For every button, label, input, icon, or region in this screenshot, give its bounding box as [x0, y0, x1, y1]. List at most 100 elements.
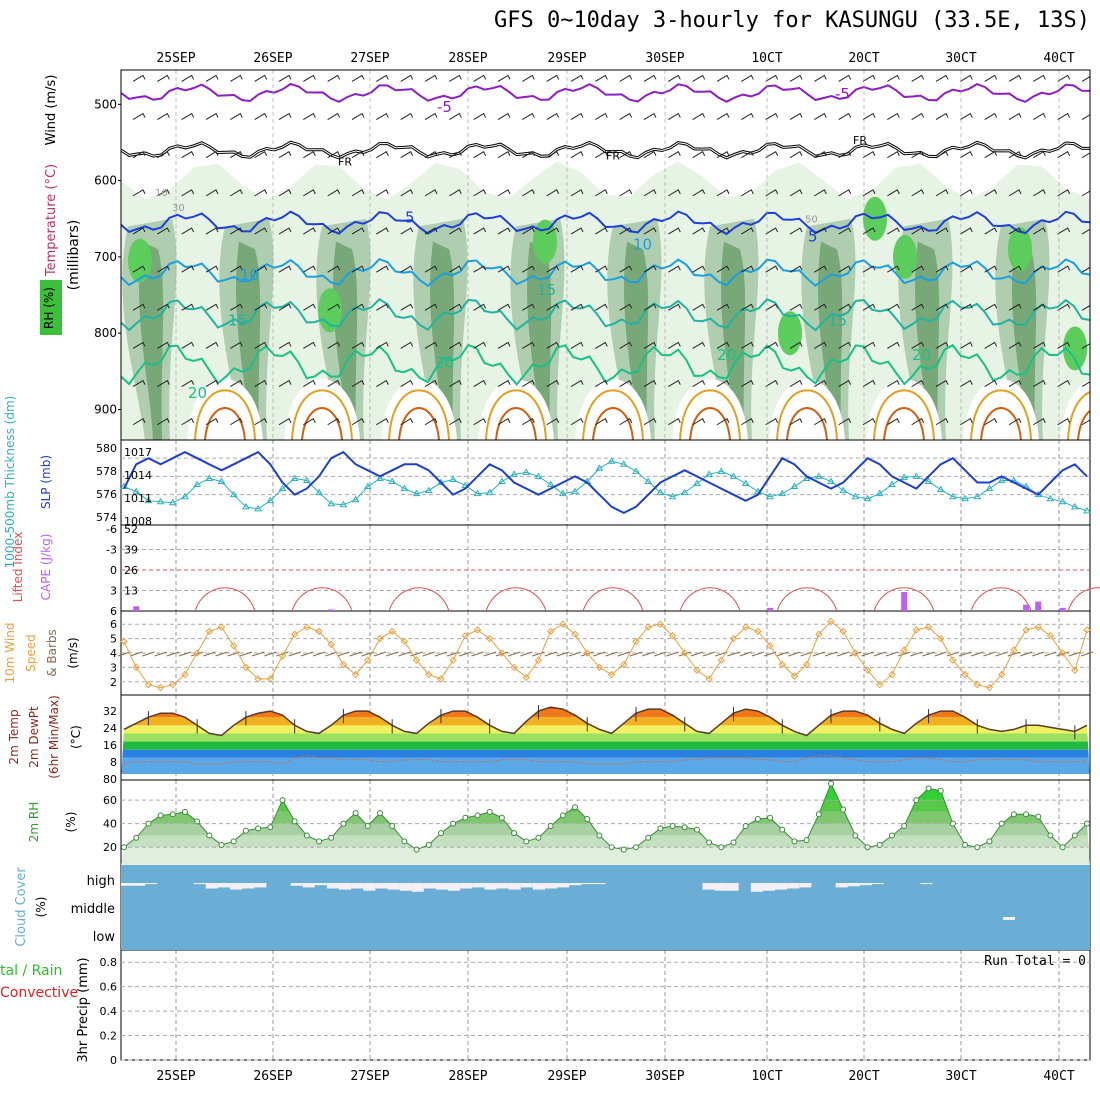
wind-barb-10m [544, 651, 557, 657]
temp-contour-25 [582, 389, 644, 440]
wind-tick-label: 2 [110, 676, 117, 689]
wind-barb [984, 112, 998, 121]
wind-barb [157, 112, 170, 121]
wind-barb [376, 418, 389, 426]
wind-barb [303, 227, 316, 235]
wind-barb [497, 74, 511, 82]
wind-barb [1081, 76, 1090, 82]
wind-barb [254, 265, 268, 273]
wind-barb [595, 265, 608, 273]
wind-barb [911, 303, 925, 311]
temp-contour-25 [1067, 391, 1090, 440]
high-cloud-gap [193, 883, 206, 885]
rh-dark-plume [721, 241, 746, 440]
thickness-point [388, 477, 397, 484]
wind-barb [668, 112, 681, 121]
wind-barb [546, 265, 560, 273]
wind-barb [789, 227, 803, 235]
wind-barb [668, 265, 681, 273]
rh-point [596, 832, 603, 839]
wind-speed-point [1010, 646, 1018, 654]
upper-air-fields: -5 -5 FR FR FR 5 5 10 10 15 15 15 20 20 20 20 10 30 50 [121, 70, 1090, 440]
rh-point [145, 820, 152, 827]
wind-barb [960, 418, 973, 426]
temp-axis-label-2: 2m DewPt [27, 706, 41, 768]
wind-barb [935, 227, 949, 235]
wind10-axis-label-3: & Barbs [45, 629, 59, 677]
cape-bar [767, 607, 774, 611]
wind-barb [303, 189, 316, 197]
wind-speed-point [924, 623, 933, 631]
rh-dark-plume [333, 241, 358, 440]
wind-barb [570, 189, 584, 197]
high-cloud-gap [544, 883, 558, 889]
label-fr-c: FR [853, 134, 867, 147]
label-5: 5 [405, 209, 415, 227]
wind-barb [522, 112, 535, 121]
temperature-axis-label: Temperature (°C) [44, 164, 59, 277]
rh-point [815, 811, 822, 818]
wind-barb [327, 341, 341, 349]
wind-barb [741, 74, 754, 82]
wind-barb [400, 189, 414, 197]
temp-axis-label-1: 2m Temp [7, 709, 21, 764]
wind-barb [838, 303, 852, 311]
wind-barb [278, 341, 292, 349]
wind-barb [424, 112, 438, 121]
wind-barb [1057, 379, 1071, 388]
wind-barb [497, 227, 511, 235]
wind-barb [400, 265, 414, 273]
wind-barb [668, 418, 681, 426]
wind-barb [424, 341, 438, 349]
wind-barb [668, 151, 681, 159]
wind-barb [692, 151, 706, 159]
wind-barb [838, 189, 852, 197]
wind-speed-point [485, 634, 494, 643]
wind-barb [132, 151, 146, 159]
high-cloud-gap [835, 883, 848, 888]
wind-speed-point [437, 675, 445, 683]
wind-barb-10m [739, 651, 752, 657]
wind-barb [473, 379, 487, 388]
temp-contour-15 [121, 298, 1090, 332]
wind-barb [570, 227, 584, 235]
wind-speed-point [120, 637, 128, 646]
temp-band [121, 707, 1090, 710]
wind-barb [327, 418, 341, 426]
thickness-point [595, 464, 604, 471]
wind-barb [497, 341, 511, 349]
wind-barb [789, 151, 803, 159]
wind-barb [132, 189, 146, 197]
date-label-bottom: 10CT [751, 1069, 782, 1084]
warm-dome [381, 378, 457, 440]
wind-barb [1081, 190, 1090, 197]
wind-barb [789, 265, 803, 273]
wind-barb [351, 189, 365, 197]
thickness-point [424, 486, 433, 494]
warm-dome [769, 378, 845, 440]
wind-speed-point [949, 656, 957, 664]
wind-barb [570, 151, 584, 159]
wind-speed-point [205, 627, 214, 636]
high-cloud-gap [460, 883, 473, 889]
wind-barb [814, 379, 827, 388]
wind-speed-point [741, 623, 750, 631]
lifted-index-line [388, 587, 450, 612]
wind-barb [668, 341, 681, 349]
cloud-axis-label: Cloud Cover [14, 867, 29, 947]
wind-barb [376, 265, 389, 273]
wind-tick-label: 5 [110, 633, 117, 646]
wind-barb [303, 379, 316, 388]
wind-speed-point [522, 673, 530, 682]
rh-tick-label: 20 [103, 841, 117, 854]
wind-barb-10m [1044, 651, 1057, 657]
temp-contour-30 [689, 406, 731, 440]
thickness-point [875, 489, 884, 497]
thickness-point [546, 480, 555, 488]
wind-barb-10m [654, 651, 667, 657]
wind-barb [741, 418, 754, 426]
wind-barb [230, 265, 243, 273]
wind-barb [449, 227, 462, 235]
wind-barb [449, 112, 462, 121]
temp-band [121, 725, 1090, 734]
